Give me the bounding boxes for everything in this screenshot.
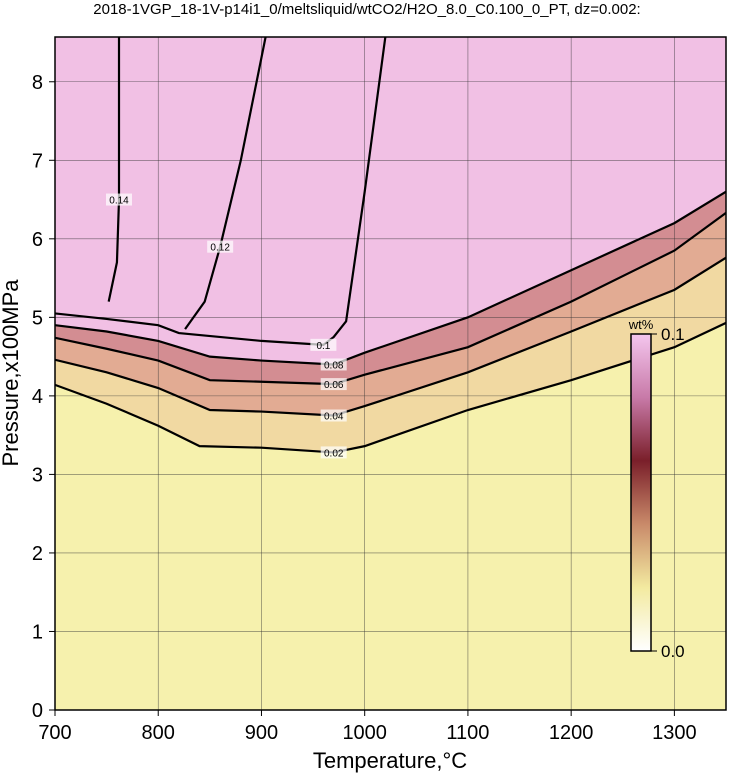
contour-label-bg — [106, 193, 133, 206]
y-tick-label: 3 — [32, 464, 43, 486]
y-tick-label: 6 — [32, 229, 43, 251]
y-tick-label: 5 — [32, 307, 43, 329]
plot-area: 0.02 0.04 0.06 0.08 0.1 0.12 0.14 — [55, 37, 726, 710]
x-tick-label: 900 — [245, 722, 278, 744]
contour-line — [107, 37, 121, 302]
colorbar — [630, 333, 652, 652]
y-tick-label: 4 — [32, 386, 43, 408]
contour-label: 0.02 — [324, 448, 344, 459]
y-tick-label: 0 — [32, 700, 43, 722]
y-axis-label: Pressure,x100MPa — [0, 279, 23, 467]
contour-label: 0.08 — [324, 360, 344, 371]
contour-label: 0.1 — [316, 341, 330, 352]
x-tick-label: 1200 — [549, 722, 594, 744]
x-tick-label: 1000 — [342, 722, 387, 744]
x-tick-label: 1100 — [446, 722, 489, 744]
x-axis-label: Temperature,°C — [313, 748, 467, 773]
plot-frame — [54, 36, 727, 711]
y-tick-label: 1 — [32, 621, 43, 643]
colorbar-tick-label: 0.1 — [661, 325, 685, 344]
contour-label-bg — [320, 358, 347, 371]
contour-line — [55, 37, 387, 346]
x-tick-label: 800 — [142, 722, 175, 744]
contour-label: 0.06 — [324, 380, 344, 391]
y-tick-label: 7 — [32, 150, 43, 172]
colorbar-tick-label: 0.0 — [661, 642, 685, 661]
y-tick-label: 2 — [32, 543, 43, 565]
contour-label-bg — [320, 446, 347, 459]
contour-label-bg — [320, 378, 347, 391]
contour-label: 0.04 — [324, 412, 344, 423]
y-tick-label: 8 — [32, 72, 43, 94]
contour-label: 0.14 — [109, 196, 129, 207]
contour-label: 0.12 — [210, 243, 230, 254]
contour-label-bg — [310, 338, 337, 351]
contour-fill — [55, 37, 726, 365]
colorbar-label: wt% — [628, 317, 654, 332]
contour-label-bg — [320, 409, 347, 422]
chart-title: 2018-1VGP_18-1V-p14i1_0/meltsliquid/wtCO… — [93, 1, 640, 18]
x-tick-label: 1300 — [652, 722, 697, 744]
contour-label-bg — [207, 240, 234, 253]
x-tick-label: 700 — [38, 722, 71, 744]
